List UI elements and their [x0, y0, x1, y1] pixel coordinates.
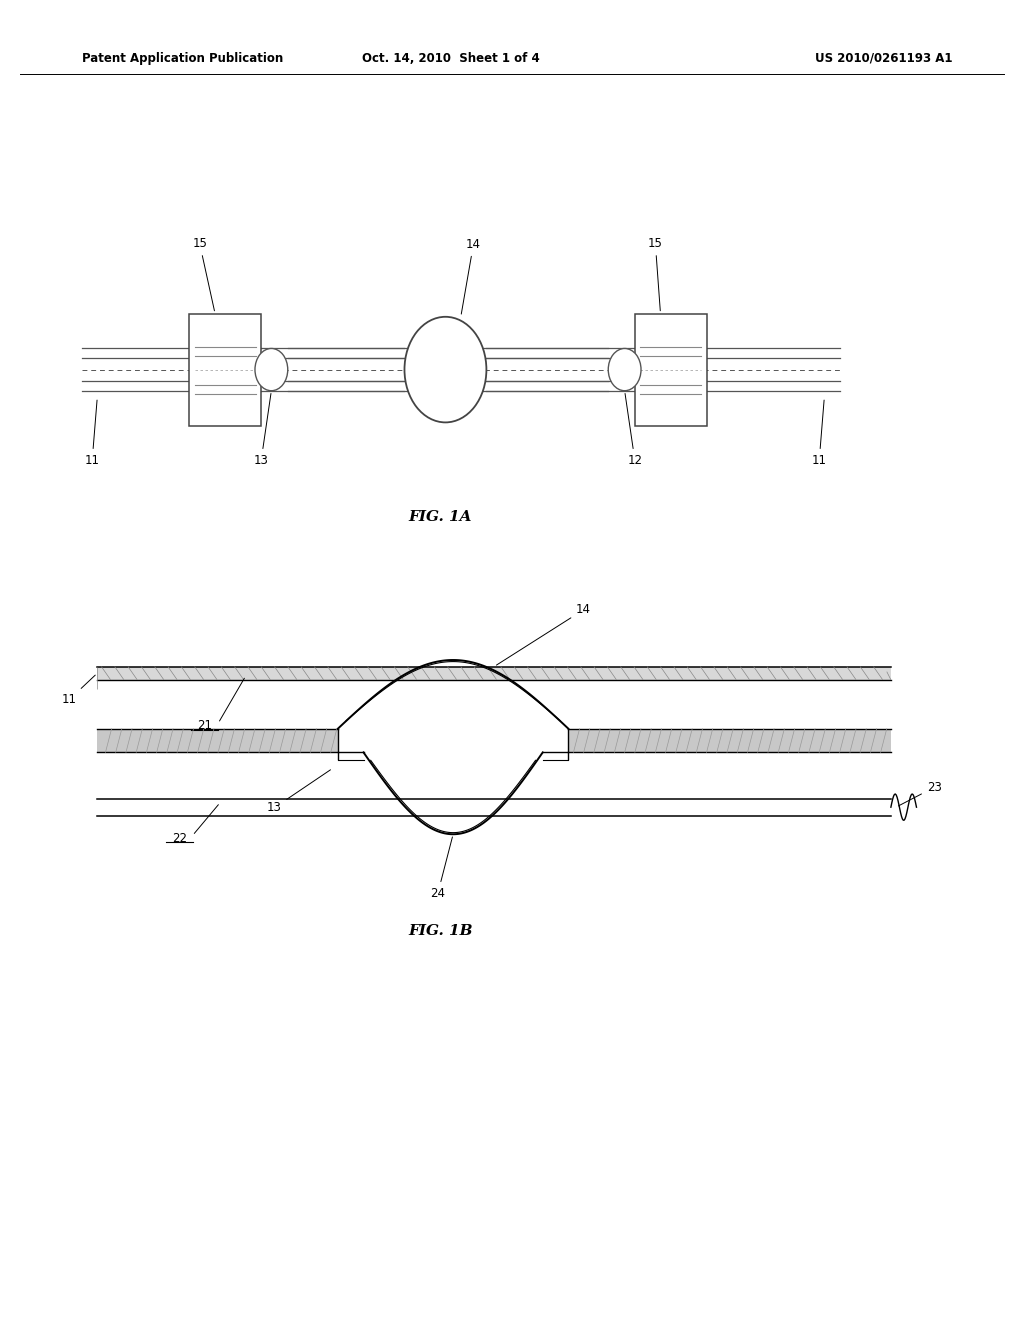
Bar	[189, 314, 261, 425]
Text: 11: 11	[812, 400, 826, 467]
Text: 11: 11	[61, 675, 95, 706]
Bar	[97, 729, 338, 752]
Text: 23: 23	[898, 781, 942, 807]
Text: 12: 12	[625, 393, 642, 467]
Text: 15: 15	[648, 238, 663, 310]
Text: FIG. 1B: FIG. 1B	[409, 924, 472, 937]
Circle shape	[404, 317, 486, 422]
Text: 21: 21	[198, 719, 212, 733]
Circle shape	[608, 348, 641, 391]
Text: 14: 14	[497, 603, 591, 665]
Text: 14: 14	[461, 238, 481, 314]
Bar	[97, 667, 891, 680]
Text: FIG. 1A: FIG. 1A	[409, 511, 472, 524]
Text: Patent Application Publication: Patent Application Publication	[82, 51, 284, 65]
Text: 13: 13	[254, 393, 271, 467]
Text: 22: 22	[172, 832, 186, 845]
Circle shape	[255, 348, 288, 391]
Bar	[568, 729, 891, 752]
Text: 15: 15	[193, 238, 214, 310]
Text: Oct. 14, 2010  Sheet 1 of 4: Oct. 14, 2010 Sheet 1 of 4	[361, 51, 540, 65]
Text: US 2010/0261193 A1: US 2010/0261193 A1	[815, 51, 952, 65]
Text: 11: 11	[85, 400, 99, 467]
Text: 13: 13	[266, 770, 331, 814]
Bar	[635, 314, 707, 425]
Text: 24: 24	[430, 837, 453, 900]
